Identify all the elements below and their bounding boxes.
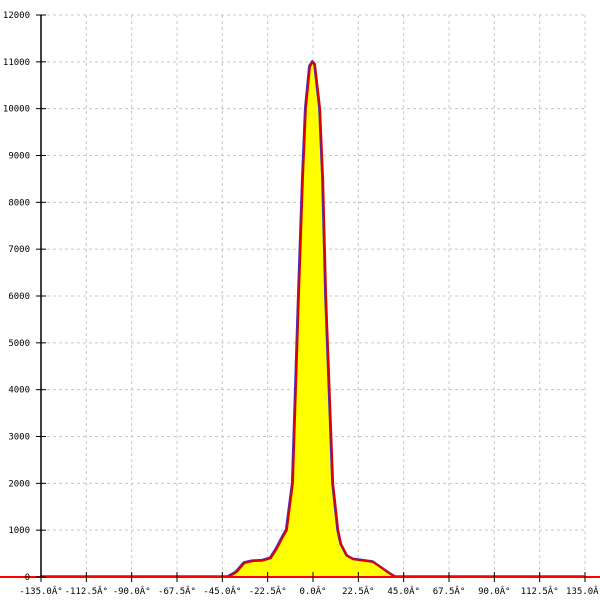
x-tick-label: -112.5Â° xyxy=(65,585,108,597)
series-area xyxy=(40,60,585,578)
x-tick-label: 90.0Â° xyxy=(478,585,511,597)
x-tick-label: 67.5Â° xyxy=(433,585,466,597)
x-tick-label: -45.0Â° xyxy=(203,585,241,597)
x-tick-label: 112.5Â° xyxy=(521,585,559,597)
x-tick-label: -135.0Â° xyxy=(19,585,62,597)
y-tick-label: 3000 xyxy=(8,433,30,443)
y-tick-label: 8000 xyxy=(8,198,30,208)
series-line xyxy=(41,60,585,578)
y-tick-label: 2000 xyxy=(8,479,30,489)
y-tick-label: 0 xyxy=(25,573,30,583)
x-tick-label: 45.0Â° xyxy=(387,585,420,597)
y-tick-label: 6000 xyxy=(8,292,30,302)
x-axis-ticks: -135.0Â° -112.5Â° -90.0Â° -67.5Â° -45.0Â° -22… xyxy=(19,572,600,597)
y-tick-label: 7000 xyxy=(8,245,30,255)
x-tick-label: -90.0Â° xyxy=(113,585,151,597)
x-tick-label: -22.5Â° xyxy=(249,585,287,597)
y-tick-label: 5000 xyxy=(8,339,30,349)
y-tick-label: 1000 xyxy=(8,526,30,536)
area-fill xyxy=(41,61,585,578)
y-axis-ticks: 0 1000 2000 3000 4000 5000 6000 7000 8000 9000 100… xyxy=(3,11,46,583)
y-tick-label: 4000 xyxy=(8,386,30,396)
y-tick-label: 10000 xyxy=(3,105,30,115)
x-tick-label: 22.5Â° xyxy=(342,585,375,597)
x-tick-label: 0.0Â° xyxy=(299,585,326,597)
y-tick-label: 12000 xyxy=(3,11,30,21)
x-tick-label: 135.0Â° xyxy=(566,585,600,597)
x-tick-label: -67.5Â° xyxy=(158,585,196,597)
y-tick-label: 9000 xyxy=(8,152,30,162)
y-tick-label: 11000 xyxy=(3,58,30,68)
